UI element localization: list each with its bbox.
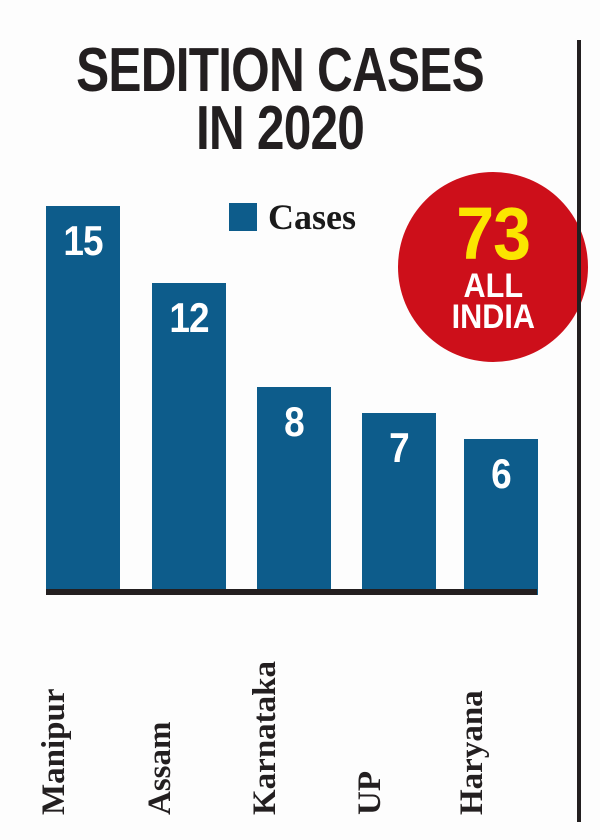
legend-swatch-cases — [229, 203, 257, 231]
all-india-caption-line-1: ALL — [463, 267, 523, 305]
category-label-haryana: Haryana — [454, 600, 538, 815]
all-india-total-number: 73 — [456, 192, 531, 275]
category-label-karnataka-text: Karnataka — [247, 660, 283, 815]
bar-karnataka: 8 — [257, 387, 331, 595]
legend-label-cases: Cases — [268, 197, 356, 237]
all-india-total-badge: 73 ALL INDIA — [398, 172, 588, 362]
chart-category-axis-labels: Manipur Assam Karnataka UP Haryana — [36, 600, 538, 820]
category-label-karnataka: Karnataka — [247, 600, 331, 815]
chart-legend: Cases — [229, 197, 356, 237]
page-title: SEDITION CASES IN 2020 — [56, 36, 504, 163]
bar-value-manipur: 15 — [63, 216, 103, 264]
bar-chart-plot-area: 15 12 8 7 6 — [46, 190, 538, 595]
bar-assam: 12 — [152, 283, 226, 595]
page-title-line-2: IN 2020 — [195, 93, 365, 163]
category-label-up: UP — [352, 600, 436, 815]
all-india-caption-line-2: INDIA — [451, 298, 535, 336]
category-label-manipur: Manipur — [36, 600, 120, 815]
bar-manipur: 15 — [46, 205, 120, 595]
bar-value-up: 7 — [389, 424, 410, 472]
bar-value-assam: 12 — [169, 294, 209, 342]
page-title-line-1: SEDITION CASES — [76, 36, 485, 105]
bar-value-haryana: 6 — [491, 450, 512, 498]
bar-up: 7 — [362, 413, 436, 595]
all-india-total-caption: ALL INDIA — [451, 267, 535, 336]
category-label-haryana-text: Haryana — [454, 690, 490, 815]
category-label-up-text: UP — [352, 771, 388, 815]
category-label-assam-text: Assam — [142, 721, 178, 815]
category-label-assam: Assam — [142, 600, 226, 815]
right-edge-divider — [577, 40, 581, 822]
category-label-manipur-text: Manipur — [36, 688, 72, 815]
bar-value-karnataka: 8 — [284, 398, 305, 446]
chart-baseline-axis — [46, 589, 537, 595]
bar-haryana: 6 — [464, 439, 538, 595]
